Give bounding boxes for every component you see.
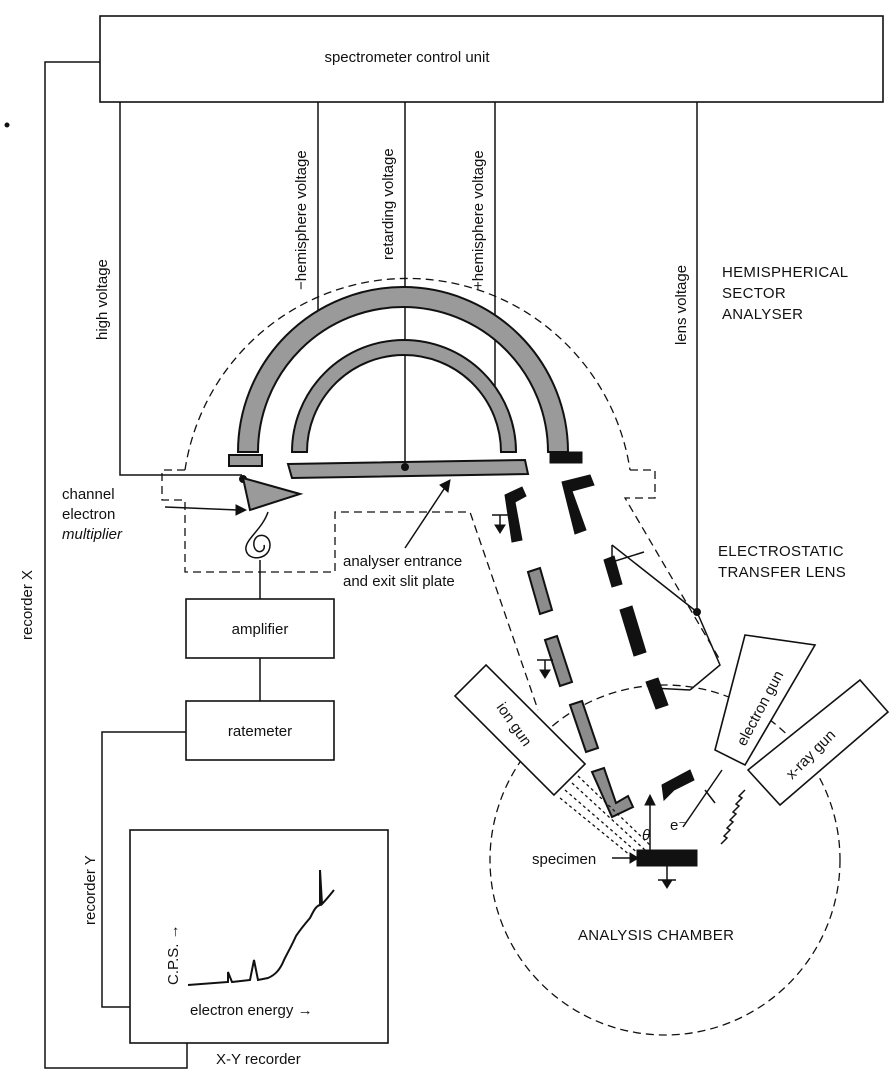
electron-gun-body [714,634,817,767]
theta-label: θ [642,827,650,844]
channel-label-line2: electron [62,506,115,523]
electron-energy-axis-label: electron energy → [190,1002,313,1019]
analyser-title-line3: ANALYSER [722,306,803,323]
lens-right-electrode-4-tab [651,687,691,691]
cem-pointer-line [164,506,239,511]
xy-recorder [129,829,389,1044]
recorder-y-label: recorder Y [82,855,99,925]
outer-hemisphere [236,286,570,453]
lens-right-electrode-4 [645,677,669,710]
lens-title-line2: TRANSFER LENS [718,564,846,581]
channel-label-line3: multiplier [62,526,123,543]
ground-symbol-2 [537,659,553,679]
electron-gun [682,634,817,828]
control-unit-box [99,15,884,103]
slit-label-line2: and exit slit plate [343,573,455,590]
slit-pointer-arrowhead [439,479,451,493]
channel-label-line1: channel [62,486,115,503]
signal-chain: amplifier ratemeter [101,598,335,1008]
detector-slit-plate [228,454,263,467]
xy-recorder-label: X-Y recorder [216,1051,301,1068]
specimen-plate [636,849,698,867]
electron-beam [682,769,723,828]
amplifier-label: amplifier [232,621,289,638]
margin-dot [4,122,10,128]
lens-voltage-wire [689,102,721,691]
specimen-pointer-arrowhead [629,852,639,864]
specimen-label: specimen [532,851,596,868]
lens-right-electrode-2-tab [611,551,645,563]
electron-beam-tick [704,789,716,804]
lens-right-outline [623,469,721,661]
recorder-x-label: recorder X [19,570,36,640]
lens-right-electrode-2 [603,555,623,588]
specimen [612,793,698,889]
amplifier-box [185,598,335,659]
lens-voltage-contact [693,608,701,616]
recorder-y-wire [101,731,186,1008]
retarding-voltage-label: retarding voltage [380,148,397,260]
xray-gun [720,678,890,845]
cem-cone [241,476,304,512]
channel-electron-multiplier [164,475,304,599]
recorder-x-wire [44,61,188,1069]
analyser-title-line2: SECTOR [722,285,786,302]
vacuum-envelope [161,277,841,1036]
analysis-chamber-outline [489,684,841,1036]
control-unit-label: spectrometer control unit [324,49,490,66]
analyser-title-line1: HEMISPHERICAL [722,264,848,281]
lens-left-electrode-3 [543,634,574,688]
analysis-chamber-label: ANALYSIS CHAMBER [578,927,734,944]
ground-symbol-1 [492,514,508,534]
xy-recorder-box [129,829,389,1044]
surface-normal-arrowhead [644,793,656,806]
cps-axis-label: C.P.S. → [165,924,182,985]
specimen-ground-arrow [661,879,673,889]
plus-hemisphere-label: +hemisphere voltage [470,150,487,290]
analyser-lower-outline [161,469,539,711]
slit-pointer-line [404,485,447,549]
high-voltage-label: high voltage [94,259,111,340]
lens-title-line1: ELECTROSTATIC [718,543,844,560]
control-unit: spectrometer control unit [99,15,884,103]
minus-hemisphere-label: −hemisphere voltage [293,150,310,290]
ratemeter-box [185,700,335,761]
cem-spiral [245,511,271,559]
transfer-lens [492,474,701,819]
slit-label-line1: analyser entrance [343,553,462,570]
lens-left-electrode-2 [526,566,554,616]
retarding-contact [401,463,409,471]
electron-symbol-label: e⁻ [670,817,686,834]
lens-top-plate [549,451,583,464]
spectrum-trace [187,869,335,986]
xray-beam [720,789,746,845]
cem-pointer-arrowhead [235,504,248,516]
lens-voltage-branch [611,544,698,613]
xray-gun-body [746,678,890,807]
high-voltage-wire [119,102,242,476]
ion-gun [453,663,587,797]
lens-right-electrode-1 [561,474,595,535]
lens-voltage-label: lens voltage [673,265,690,345]
lens-left-electrode-5 [590,766,635,819]
lens-right-electrode-3 [619,605,647,657]
inner-hemisphere [290,339,518,453]
analyser-dome-outline [184,277,631,471]
hemispherical-analyser [228,286,583,480]
ion-gun-body [453,663,587,797]
lens-left-electrode-4 [568,699,600,754]
lens-right-electrode-5 [661,769,695,802]
voltage-wires [44,61,721,1069]
lens-left-electrode-1 [504,486,527,543]
ratemeter-label: ratemeter [228,723,292,740]
ion-beam [559,775,651,861]
